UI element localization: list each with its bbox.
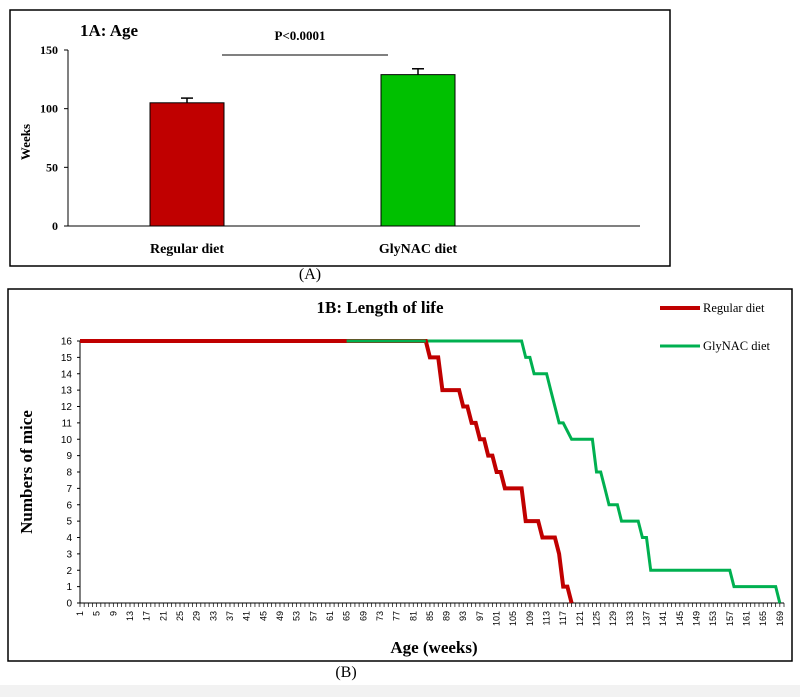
y-tick-label: 13 (61, 386, 73, 397)
panel-b-xlabel: Age (weeks) (390, 638, 477, 657)
x-tick-label: 137 (642, 611, 652, 626)
x-tick-label: 61 (325, 611, 335, 621)
x-tick-label: 65 (342, 611, 352, 621)
y-tick-label: 100 (40, 102, 58, 116)
x-tick-label: 53 (292, 611, 302, 621)
x-tick-label: 77 (392, 611, 402, 621)
y-tick-label: 8 (66, 468, 72, 479)
footer-band (0, 685, 800, 697)
panel-b-line-chart: 1B: Length of life Numbers of mice Age (… (7, 288, 793, 662)
y-tick-label: 4 (66, 533, 72, 544)
x-tick-label: 1 (75, 611, 85, 616)
panel-a-caption: (A) (298, 266, 322, 283)
x-tick-label: 37 (225, 611, 235, 621)
x-tick-label: 29 (192, 611, 202, 621)
significance-label: P<0.0001 (274, 28, 325, 43)
x-tick-label: 9 (108, 611, 118, 616)
y-tick-label: 12 (61, 402, 73, 413)
panel-b-series (80, 339, 782, 604)
x-tick-label: 101 (492, 611, 502, 626)
y-tick-label: 2 (66, 566, 72, 577)
x-tick-label: 145 (675, 611, 685, 626)
category-label: GlyNAC diet (379, 242, 458, 257)
panel-a-significance: P<0.0001 (222, 28, 388, 56)
y-tick-label: 150 (40, 43, 58, 57)
y-tick-label: 50 (46, 160, 58, 174)
x-tick-label: 17 (142, 611, 152, 621)
y-tick-label: 0 (66, 599, 72, 610)
x-tick-label: 129 (608, 611, 618, 626)
panel-b-frame (7, 288, 793, 662)
panel-a-frame (9, 9, 671, 267)
x-tick-label: 57 (308, 611, 318, 621)
x-tick-label: 89 (442, 611, 452, 621)
x-tick-label: 161 (742, 611, 752, 626)
y-tick-label: 1 (66, 582, 72, 593)
x-tick-label: 81 (408, 611, 418, 621)
legend-label: Regular diet (703, 301, 765, 315)
y-tick-label: 0 (52, 219, 58, 233)
y-tick-label: 10 (61, 435, 73, 446)
x-tick-label: 153 (708, 611, 718, 626)
series-line-regular-diet (80, 339, 574, 604)
x-tick-label: 121 (575, 611, 585, 626)
x-tick-label: 45 (258, 611, 268, 621)
x-tick-label: 5 (92, 611, 102, 616)
x-tick-label: 93 (458, 611, 468, 621)
x-tick-label: 141 (658, 611, 668, 626)
panel-b-legend: Regular diet GlyNAC diet (660, 301, 771, 353)
category-label: Regular diet (150, 242, 224, 257)
x-tick-label: 13 (125, 611, 135, 621)
panel-b-title: 1B: Length of life (316, 298, 443, 317)
x-tick-label: 117 (558, 611, 568, 625)
y-tick-label: 6 (66, 500, 72, 511)
x-tick-label: 149 (692, 611, 702, 626)
panel-a-ylabel: Weeks (18, 124, 33, 160)
y-tick-label: 3 (66, 549, 72, 560)
x-tick-label: 165 (758, 611, 768, 626)
x-tick-label: 169 (775, 611, 785, 626)
y-tick-label: 11 (62, 418, 73, 429)
panel-a-title: 1A: Age (80, 21, 139, 40)
x-tick-label: 113 (542, 611, 552, 625)
legend-label: GlyNAC diet (703, 339, 771, 353)
x-tick-label: 73 (375, 611, 385, 621)
x-tick-label: 41 (242, 611, 252, 621)
x-tick-label: 125 (592, 611, 602, 626)
panel-a-bars: Regular diet GlyNAC diet (149, 68, 458, 257)
x-tick-label: 133 (625, 611, 635, 626)
x-tick-label: 21 (158, 611, 168, 621)
y-tick-label: 16 (61, 337, 73, 348)
y-tick-label: 7 (66, 484, 72, 495)
y-tick-label: 5 (66, 517, 72, 528)
y-tick-label: 15 (61, 353, 73, 364)
panel-b-caption: (B) (335, 664, 357, 681)
x-tick-label: 157 (725, 611, 735, 626)
x-tick-label: 49 (275, 611, 285, 621)
x-tick-label: 85 (425, 611, 435, 621)
x-tick-label: 33 (208, 611, 218, 621)
bar (380, 74, 456, 227)
x-tick-label: 25 (175, 611, 185, 621)
panel-b-ylabel: Numbers of mice (17, 410, 36, 534)
y-tick-label: 9 (66, 451, 72, 462)
x-tick-label: 105 (508, 611, 518, 626)
x-tick-label: 69 (358, 611, 368, 621)
x-tick-label: 109 (525, 611, 535, 626)
y-tick-label: 14 (61, 369, 73, 380)
bar (149, 102, 225, 227)
x-tick-label: 97 (475, 611, 485, 621)
panel-a-bar-chart: 1A: Age Weeks 0 50 100 150 Regular diet GlyN… (9, 9, 671, 267)
series-line-glynac-diet (80, 339, 782, 604)
